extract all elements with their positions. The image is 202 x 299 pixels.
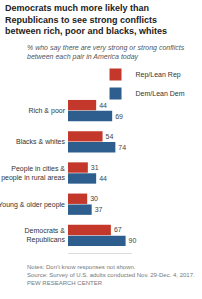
svg-text:44: 44 — [99, 175, 107, 182]
svg-text:% who say there are very stron: % who say there are very strong or stron… — [27, 44, 185, 61]
svg-text:Rep/Lean Rep: Rep/Lean Rep — [136, 71, 181, 79]
svg-text:54: 54 — [106, 133, 114, 140]
svg-text:Dem/Lean Dem: Dem/Lean Dem — [136, 90, 185, 97]
svg-text:Democrats much more likely tha: Democrats much more likely thanRepublica… — [5, 3, 167, 36]
svg-text:30: 30 — [90, 195, 98, 202]
svg-text:69: 69 — [115, 113, 123, 120]
svg-text:Notes: Don't know responses no: Notes: Don't know responses not shown.So… — [27, 264, 195, 286]
svg-text:74: 74 — [118, 144, 126, 151]
svg-text:44: 44 — [99, 102, 107, 109]
svg-text:67: 67 — [114, 226, 122, 233]
svg-text:Rich & poor: Rich & poor — [28, 107, 65, 115]
svg-text:90: 90 — [129, 237, 137, 244]
svg-text:People in cities &people in ru: People in cities &people in rural areas — [1, 165, 65, 182]
svg-text:37: 37 — [95, 206, 103, 213]
svg-text:31: 31 — [91, 164, 99, 171]
svg-text:Young & older people: Young & older people — [0, 201, 65, 209]
svg-text:Democrats &Republicans: Democrats &Republicans — [25, 227, 66, 244]
svg-text:Blacks & whites: Blacks & whites — [16, 138, 66, 145]
